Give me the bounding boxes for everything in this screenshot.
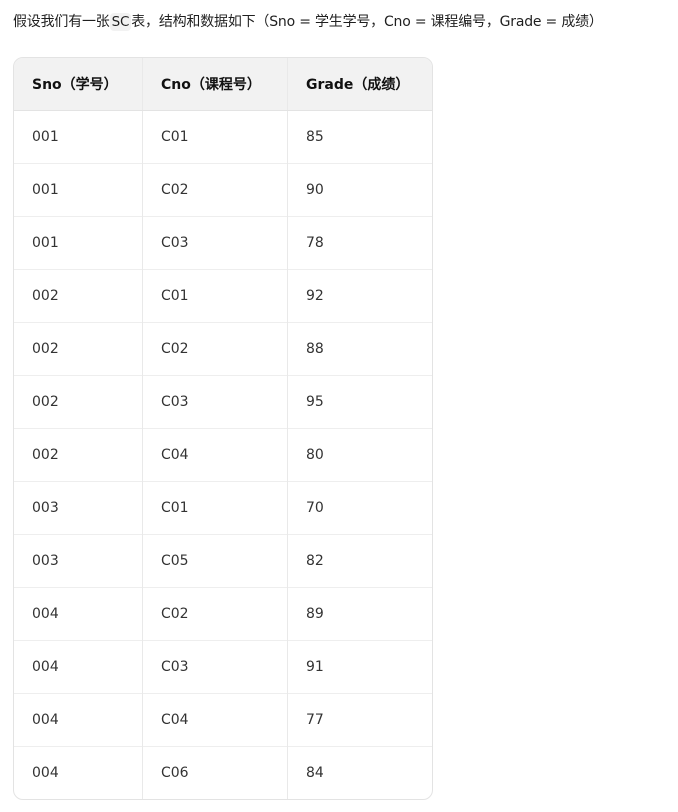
table-row: 004 C04 77 — [14, 693, 432, 747]
sc-table: Sno（学号） Cno（课程号） Grade（成绩） 001 C01 85 001 C0… — [13, 57, 433, 800]
cell-sno: 002 — [14, 322, 143, 376]
table-row: 002 C04 80 — [14, 428, 432, 482]
cell-sno: 003 — [14, 481, 143, 535]
cell-cno: C02 — [142, 587, 288, 641]
cell-cno: C03 — [142, 640, 288, 694]
cell-cno: C03 — [142, 375, 288, 429]
table-row: 004 C03 91 — [14, 640, 432, 694]
cell-sno: 004 — [14, 587, 143, 641]
cell-cno: C04 — [142, 693, 288, 747]
cell-cno: C04 — [142, 428, 288, 482]
cell-sno: 004 — [14, 693, 143, 747]
intro-text: 假设我们有一张 SC 表，结构和数据如下（Sno = 学生学号，Cno = 课程编号… — [13, 10, 603, 34]
table-row: 004 C06 84 — [14, 746, 432, 799]
table-header-row: Sno（学号） Cno（课程号） Grade（成绩） — [14, 58, 432, 111]
cell-cno: C03 — [142, 216, 288, 270]
cell-sno: 004 — [14, 746, 143, 799]
cell-grade: 84 — [287, 746, 432, 799]
cell-grade: 90 — [287, 163, 432, 217]
cell-grade: 92 — [287, 269, 432, 323]
table-row: 001 C03 78 — [14, 216, 432, 270]
cell-grade: 70 — [287, 481, 432, 535]
cell-sno: 004 — [14, 640, 143, 694]
cell-cno: C01 — [142, 269, 288, 323]
cell-sno: 002 — [14, 269, 143, 323]
cell-cno: C06 — [142, 746, 288, 799]
table-row: 002 C03 95 — [14, 375, 432, 429]
cell-cno: C01 — [142, 110, 288, 164]
table-row: 001 C01 85 — [14, 110, 432, 164]
cell-grade: 91 — [287, 640, 432, 694]
header-cno: Cno（课程号） — [142, 58, 288, 111]
cell-sno: 001 — [32, 129, 59, 145]
cell-grade: 89 — [287, 587, 432, 641]
cell-grade: 80 — [287, 428, 432, 482]
table-row: 002 C01 92 — [14, 269, 432, 323]
intro-before: 假设我们有一张 — [13, 14, 110, 30]
cell-grade: 88 — [287, 322, 432, 376]
table-row: 001 C02 90 — [14, 163, 432, 217]
table-row: 004 C02 89 — [14, 587, 432, 641]
table-row: 002 C02 88 — [14, 322, 432, 376]
cell-sno: 001 — [14, 163, 143, 217]
cell-cno: C01 — [142, 481, 288, 535]
cell-grade: 82 — [287, 534, 432, 588]
cell-sno: 003 — [14, 534, 143, 588]
cell-cno: C02 — [142, 322, 288, 376]
cell-sno: 001 — [14, 216, 143, 270]
cell-cno: C05 — [142, 534, 288, 588]
intro-after: 表，结构和数据如下（Sno = 学生学号，Cno = 课程编号，Grade = … — [131, 14, 603, 30]
header-sno: Sno（学号） — [14, 58, 143, 111]
cell-grade: 77 — [287, 693, 432, 747]
header-grade: Grade（成绩） — [287, 58, 432, 111]
cell-grade: 85 — [287, 110, 432, 164]
cell-grade: 95 — [287, 375, 432, 429]
inline-code: SC — [109, 13, 132, 31]
cell-cno: C02 — [142, 163, 288, 217]
table-row: 003 C05 82 — [14, 534, 432, 588]
cell-grade: 78 — [287, 216, 432, 270]
table-row: 003 C01 70 — [14, 481, 432, 535]
cell-sno: 002 — [14, 375, 143, 429]
cell-sno: 002 — [14, 428, 143, 482]
